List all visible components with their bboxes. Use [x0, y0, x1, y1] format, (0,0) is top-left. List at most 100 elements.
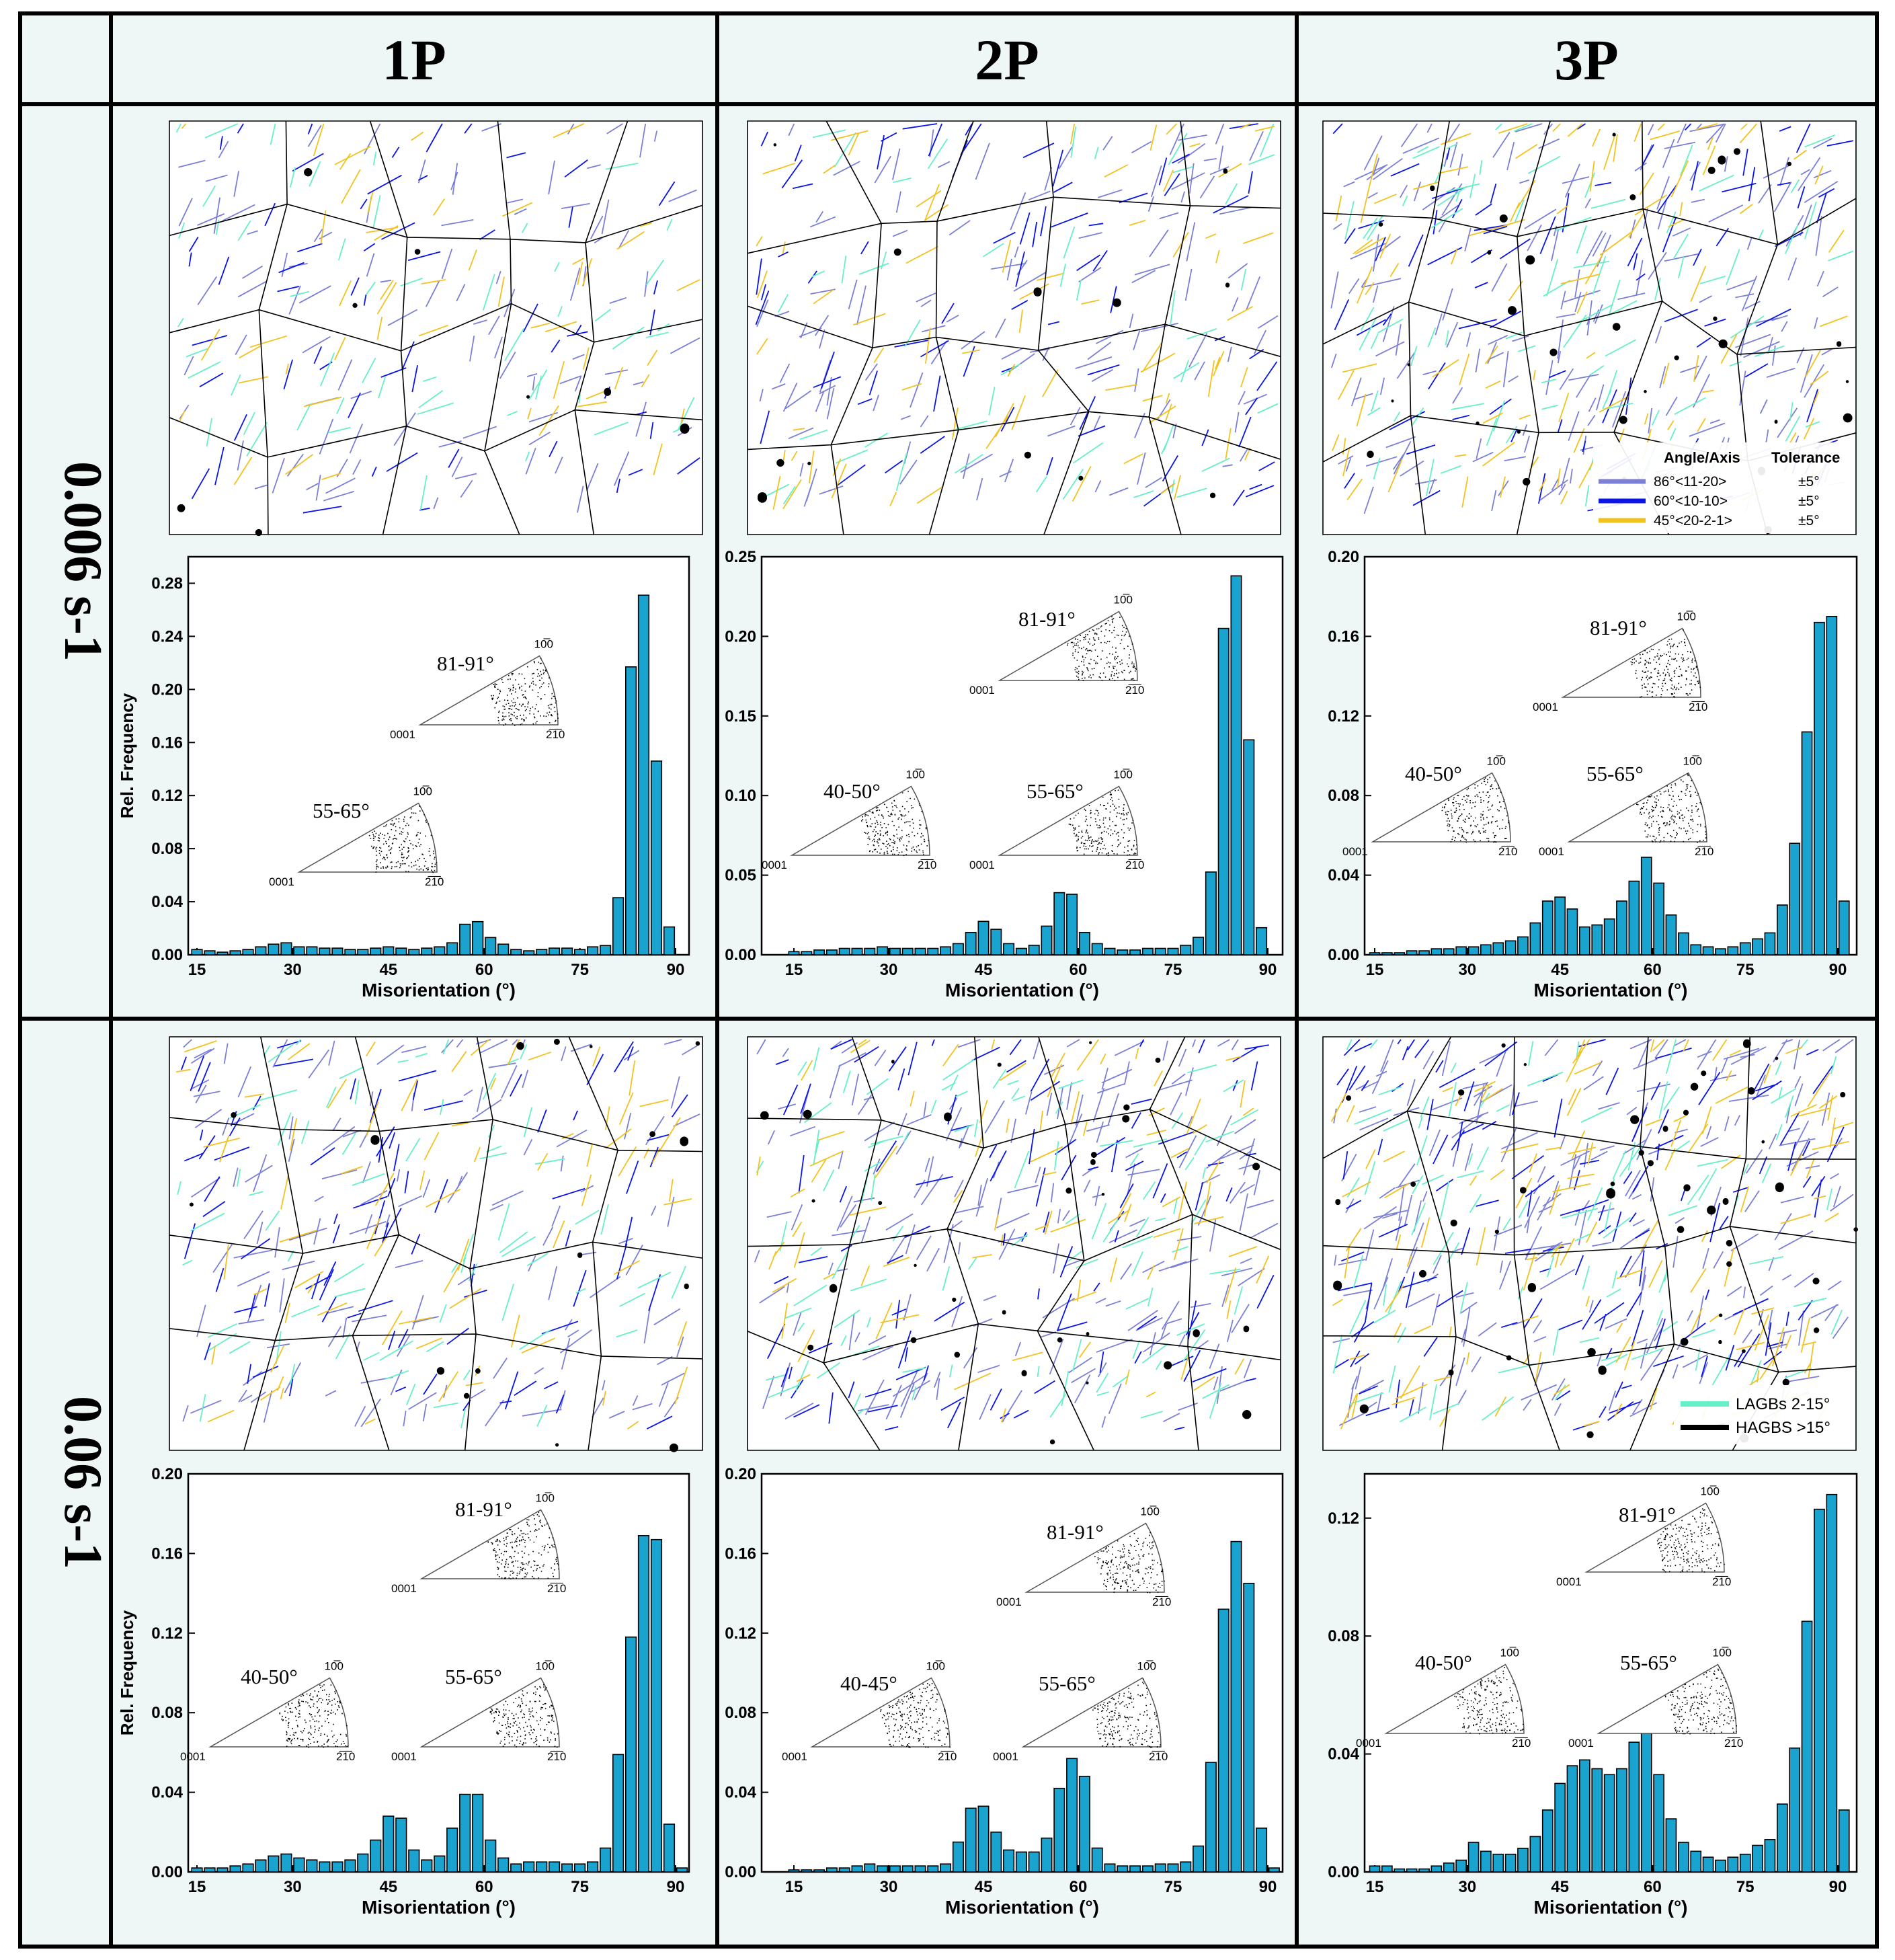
y-tick-label: 0.00	[725, 1863, 756, 1881]
bar	[1467, 1842, 1480, 1873]
twin-boundaries	[177, 1039, 686, 1429]
x-tick-label: 30	[284, 961, 302, 979]
ebsd-map-bg	[748, 121, 1281, 535]
x-tick-label: 30	[1458, 961, 1476, 979]
bar	[1091, 1847, 1103, 1873]
pole-label-top: 10̅0	[1500, 1647, 1519, 1659]
bar	[191, 949, 203, 955]
inset-range-label: 81-91°	[455, 1497, 512, 1521]
bar	[331, 947, 344, 955]
bar	[1789, 842, 1801, 955]
bar	[864, 947, 876, 955]
y-tick-label: 0.12	[151, 1624, 183, 1643]
x-tick-label: 75	[1736, 1878, 1755, 1896]
pole-label-right: 2̅1̅0	[1498, 845, 1517, 858]
bar	[1078, 1776, 1090, 1873]
x-axis-label: Misorientation (°)	[362, 1897, 516, 1918]
bar	[788, 951, 800, 955]
y-tick-label: 0.04	[1328, 867, 1359, 885]
x-axis-label: Misorientation (°)	[945, 980, 1099, 1001]
bar	[1789, 1748, 1801, 1873]
grain-boundaries	[169, 120, 703, 535]
legend-label-86: 86°<11-20>	[1654, 474, 1726, 489]
bar	[612, 897, 624, 955]
bar	[1066, 894, 1078, 955]
bar	[1193, 1845, 1205, 1873]
x-tick-label: 30	[1458, 1878, 1476, 1896]
pole-figure-inset: 0001 2̅1̅0 10̅0 81-91°	[390, 638, 565, 742]
grain-boundaries	[1322, 1036, 1857, 1451]
bar	[344, 949, 356, 955]
bar	[851, 947, 863, 955]
pole-label-origin: 0001	[969, 859, 995, 871]
bar	[813, 1869, 825, 1873]
pole-density-dots	[491, 658, 559, 726]
ebsd-map-bg	[1323, 1037, 1856, 1450]
bar	[1739, 1853, 1751, 1873]
y-tick-label: 0.08	[1328, 1627, 1359, 1645]
bar	[1015, 947, 1027, 955]
bar	[357, 1853, 369, 1873]
bar	[965, 932, 977, 955]
x-tick-label: 75	[1164, 961, 1182, 979]
pole-density-dots	[1636, 773, 1707, 843]
bar	[1003, 1849, 1015, 1873]
y-tick-label: 0.04	[725, 1784, 756, 1802]
bar	[1504, 1853, 1517, 1873]
bar	[1591, 924, 1603, 955]
twin-boundaries	[178, 123, 700, 485]
pole-label-origin: 0001	[1533, 701, 1558, 713]
bar	[1826, 1493, 1838, 1873]
bar	[434, 1855, 446, 1873]
bar	[395, 1817, 407, 1873]
bar	[1814, 1508, 1825, 1873]
stereo-triangle	[790, 785, 930, 856]
inset-range-label: 81-91°	[1619, 1503, 1676, 1526]
y-tick-label: 0.16	[151, 1544, 183, 1563]
bar	[1653, 882, 1665, 955]
bar	[421, 947, 433, 955]
y-tick-label: 0.28	[151, 574, 183, 592]
pole-label-origin: 0001	[993, 1750, 1018, 1763]
bar	[408, 1849, 420, 1873]
bar	[1369, 1865, 1381, 1873]
plot-area	[187, 1473, 690, 1873]
bar	[637, 594, 650, 955]
bar	[1406, 950, 1418, 955]
pole-density-dots	[279, 1684, 348, 1748]
pole-label-origin: 0001	[269, 875, 294, 888]
bar	[1015, 1851, 1027, 1873]
stereo-triangle	[998, 785, 1138, 856]
x-tick-label: 75	[1736, 961, 1755, 979]
bar	[901, 947, 914, 955]
bar	[216, 951, 229, 955]
pole-label-origin: 0001	[1539, 845, 1564, 858]
bar	[663, 926, 676, 955]
inset-range-label: 40-50°	[823, 779, 881, 803]
ebsd-map-bg	[748, 1037, 1281, 1450]
bar	[1764, 932, 1776, 955]
plot-area	[760, 555, 1284, 956]
bar	[370, 1839, 382, 1873]
bar	[1665, 1818, 1677, 1873]
bar	[663, 1824, 676, 1873]
bar	[1369, 952, 1381, 955]
pole-label-top: 10̅0	[1114, 594, 1133, 606]
bar	[242, 1863, 254, 1873]
y-tick-label: 0.04	[151, 893, 183, 911]
bar	[1826, 615, 1838, 955]
y-tick-label: 0.25	[725, 548, 756, 566]
bar	[624, 666, 637, 955]
bar	[1180, 945, 1192, 955]
bar	[1394, 1868, 1406, 1873]
bar	[927, 947, 939, 955]
twin-boundaries	[762, 123, 1279, 505]
x-tick-label: 90	[1259, 1878, 1277, 1896]
grain-boundaries	[747, 120, 1281, 535]
bar	[1193, 937, 1205, 955]
y-tick-label: 0.08	[1328, 787, 1359, 805]
bar	[1243, 1583, 1255, 1873]
bar	[612, 1754, 624, 1873]
bar	[561, 947, 573, 955]
inset-range-label: 55-65°	[1620, 1651, 1677, 1674]
